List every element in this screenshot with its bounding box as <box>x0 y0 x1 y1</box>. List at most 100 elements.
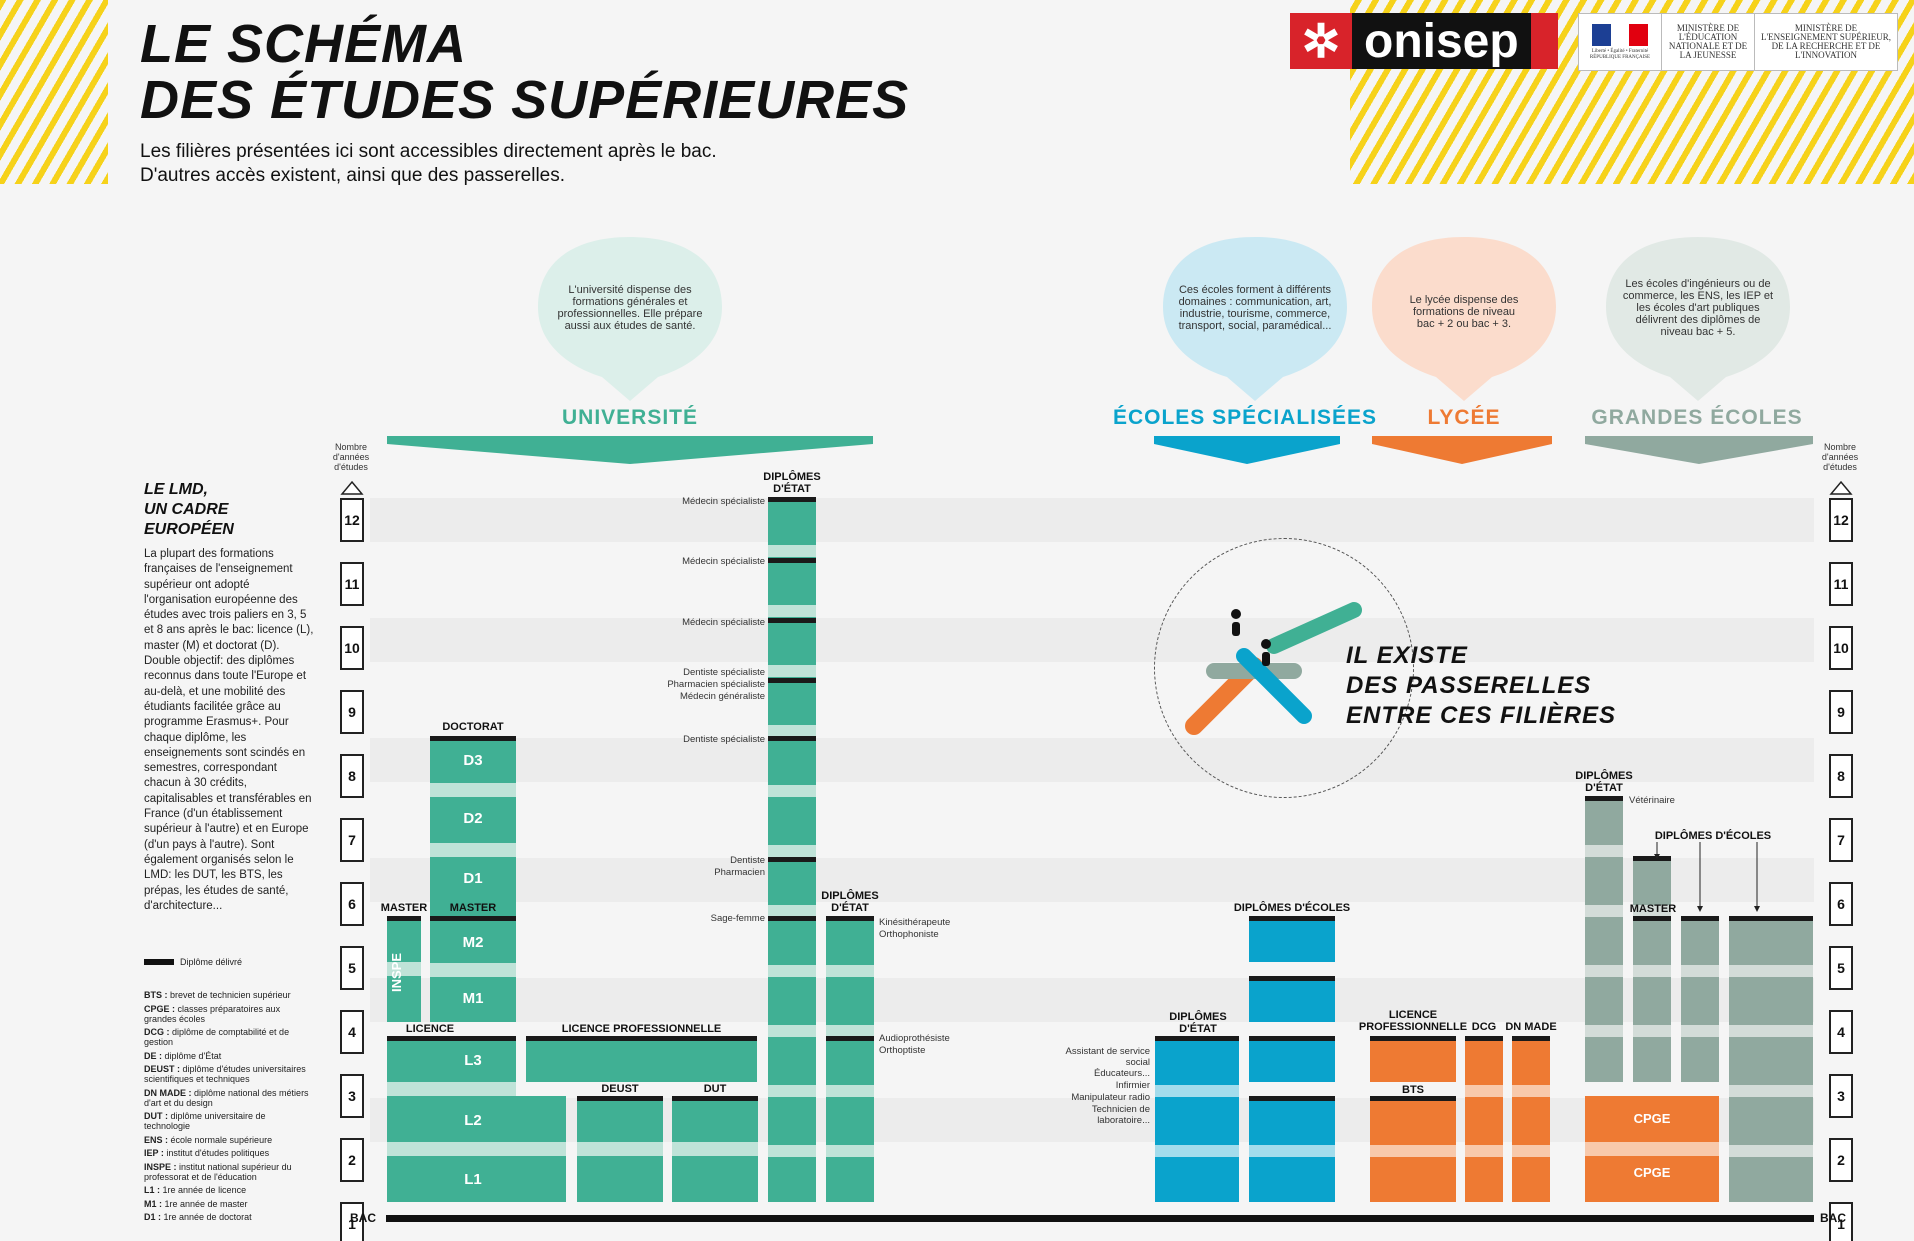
year-box: 12 <box>340 498 364 542</box>
veterinaire-column <box>1585 800 1623 1082</box>
legend-diplome-label: Diplôme délivré <box>180 957 243 967</box>
year-divider <box>768 1145 816 1157</box>
year-box: 3 <box>1829 1074 1853 1118</box>
diploma-cap <box>387 916 421 921</box>
note-audio: Audioprothésiste <box>879 1033 950 1044</box>
year-box: 12 <box>1829 498 1853 542</box>
bac-baseline <box>386 1215 1814 1222</box>
diploma-cap <box>1633 916 1671 921</box>
glossary-abbr: DCG : <box>144 1027 170 1037</box>
diploma-cap <box>1249 916 1335 921</box>
year-box: 3 <box>340 1074 364 1118</box>
label-diplomes-etat-grandes-ecoles: DIPLÔMES D'ÉTAT <box>1575 770 1633 794</box>
label-dn-made: DN MADE <box>1505 1021 1557 1033</box>
year-divider <box>1512 1085 1550 1097</box>
year-box: 10 <box>340 626 364 670</box>
axis-arrow-left <box>340 480 364 495</box>
label-m2: M2 <box>462 934 484 951</box>
arrow-universite <box>387 436 873 464</box>
ecoles-de-column <box>1155 1040 1239 1202</box>
year-box: 6 <box>1829 882 1853 926</box>
note-technicien: Technicien de laboratoire... <box>1091 1104 1150 1126</box>
diploma-cap <box>430 736 516 741</box>
diploma-cap <box>1681 916 1719 921</box>
glossary-item: L1 : 1re année de licence <box>144 1185 314 1195</box>
bac-label-right: BAC <box>1820 1211 1846 1225</box>
label-licence-pro-lycee: LICENCE PROFESSIONNELLE <box>1358 1009 1468 1033</box>
year-divider <box>1585 1142 1719 1156</box>
year-divider <box>826 1085 874 1097</box>
diploma-cap <box>768 618 816 623</box>
licence-pro-block <box>526 1040 757 1082</box>
year-divider <box>826 1025 874 1037</box>
diploma-cap <box>387 1036 516 1041</box>
glossary-item: ENS : école normale supérieure <box>144 1135 314 1145</box>
year-divider <box>1585 905 1623 917</box>
year-box: 11 <box>1829 562 1853 606</box>
row-band-8 <box>370 738 1814 782</box>
ministry-education: MINISTÈRE DE L'ÉDUCATION NATIONALE ET DE… <box>1662 14 1755 70</box>
diplomes-ecoles-pointers <box>1654 842 1760 912</box>
year-box: 7 <box>1829 818 1853 862</box>
year-divider <box>672 1142 758 1156</box>
label-diplomes-ecoles-grandes-ecoles: DIPLÔMES D'ÉCOLES <box>1654 830 1772 842</box>
year-box: 4 <box>1829 1010 1853 1054</box>
diploma-cap <box>1249 976 1335 981</box>
cpge-2-block <box>1585 1096 1719 1142</box>
year-box: 4 <box>340 1010 364 1054</box>
note-orthoptiste: Orthoptiste <box>879 1045 926 1056</box>
year-box: 11 <box>340 562 364 606</box>
glossary-abbr: CPGE : <box>144 1003 176 1014</box>
year-divider <box>768 785 816 797</box>
bubble-universite: L'université dispense des formations gén… <box>557 284 703 332</box>
diploma-cap <box>1729 916 1813 921</box>
note-kine: Kinésithérapeute <box>879 917 951 928</box>
diploma-cap <box>768 558 816 563</box>
bubble-lycee: Le lycée dispense des formations de nive… <box>1409 294 1519 330</box>
year-divider <box>1681 965 1719 977</box>
glossary-def: institut d'études politiques <box>163 1148 270 1158</box>
glossary-abbr: DUT : <box>144 1111 168 1121</box>
label-bts: BTS <box>1402 1084 1424 1096</box>
year-box: 2 <box>340 1138 364 1182</box>
year-box: 10 <box>1829 626 1853 670</box>
year-box: 7 <box>340 818 364 862</box>
glossary-def: 1re année de licence <box>160 1185 247 1195</box>
year-box: 9 <box>1829 690 1853 734</box>
label-master: MASTER <box>449 902 497 914</box>
diploma-cap <box>1370 1096 1456 1101</box>
label-l2: L2 <box>464 1112 482 1129</box>
year-divider <box>1249 1145 1335 1157</box>
dcg-block <box>1465 1040 1503 1202</box>
note-veterinaire: Vétérinaire <box>1629 795 1675 806</box>
year-divider <box>1729 1145 1813 1157</box>
bubble-grandes-ecoles-shape <box>1606 237 1790 401</box>
glossary-abbr: INSPE : <box>144 1161 177 1172</box>
glossary-item: D1 : 1re année de doctorat <box>144 1212 314 1222</box>
diploma-cap <box>768 857 816 862</box>
licence-pro-lycee-block <box>1370 1040 1456 1082</box>
year-divider <box>577 1142 663 1156</box>
bubble-ecoles: Ces écoles forment à différents domaines… <box>1178 284 1332 332</box>
axis-years-right: 12 11 10 9 8 7 6 5 4 3 2 1 <box>1829 498 1853 1241</box>
glossary-abbr: M1 : <box>144 1198 162 1209</box>
glossary-item: DUT : diplôme universitaire de technolog… <box>144 1111 314 1131</box>
year-divider <box>1585 965 1623 977</box>
glossary-item: DEUST : diplôme d'études universitaires … <box>144 1064 314 1084</box>
label-cpge-1: CPGE <box>1633 1165 1671 1180</box>
year-divider <box>826 1145 874 1157</box>
year-divider <box>1729 1085 1813 1097</box>
note-med-spe-10: Médecin spécialiste <box>682 617 765 628</box>
year-divider <box>1681 1025 1719 1037</box>
label-cpge-2: CPGE <box>1633 1111 1671 1126</box>
year-divider <box>1729 1025 1813 1037</box>
glossary-def: diplôme d'études universitaires scientif… <box>144 1064 306 1084</box>
year-divider <box>768 725 816 737</box>
glossary-def: 1re année de doctorat <box>161 1212 252 1222</box>
dn-made-block <box>1512 1040 1550 1202</box>
row-band-10 <box>370 618 1814 662</box>
glossary-def: diplôme de comptabilité et de gestion <box>144 1027 290 1047</box>
glossary-abbr: L1 : <box>144 1185 161 1195</box>
glossary-def: brevet de technicien supérieur <box>167 990 291 1000</box>
note-pharm-spe-9: Pharmacien spécialiste <box>667 679 765 690</box>
